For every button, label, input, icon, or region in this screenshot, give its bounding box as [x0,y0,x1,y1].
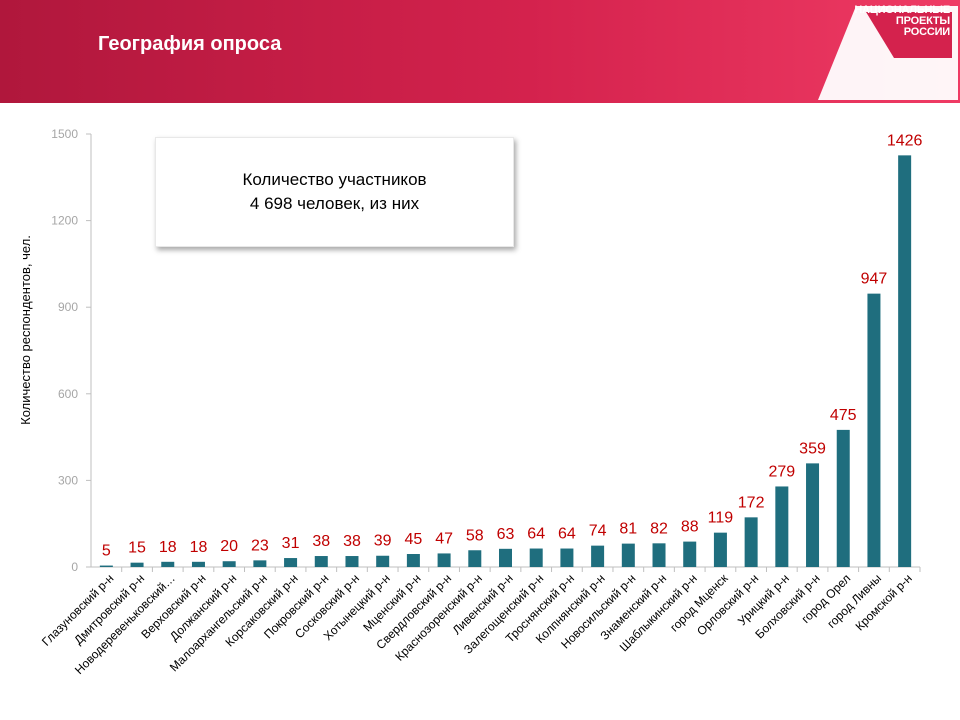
info-line-1: Количество участников [242,170,427,189]
bar [867,293,881,567]
bar [806,463,820,567]
y-axis-title: Количество респондентов, чел. [18,235,33,425]
data-label: 15 [128,540,146,557]
data-label: 5 [102,543,111,560]
logo-line: РОССИИ [903,26,950,38]
data-label: 88 [681,519,699,536]
bar [652,543,666,567]
bar [621,543,635,567]
data-label: 38 [343,533,361,550]
info-line-2: 4 698 человек, из них [249,194,420,213]
data-label: 47 [435,530,453,547]
bar [376,555,390,567]
y-tick-label: 300 [58,473,78,487]
data-label: 74 [589,523,607,540]
bar [314,556,328,567]
data-label: 18 [159,539,177,556]
bar [898,155,912,567]
data-label: 947 [861,271,888,288]
data-label: 20 [220,538,238,555]
data-label: 38 [312,533,330,550]
data-label: 31 [282,535,300,552]
data-label: 39 [374,533,392,550]
data-label: 1426 [887,132,923,149]
data-label: 81 [619,521,637,538]
logo-text: НАЦИОНАЛЬНЫЕ ПРОЕКТЫ РОССИИ [854,5,950,38]
data-label: 64 [558,526,576,543]
bar [130,562,144,567]
bar [222,561,236,567]
bar [713,532,727,567]
data-label: 119 [708,510,734,527]
y-tick-label: 0 [71,560,78,574]
y-tick-label: 1200 [51,214,78,228]
bar [99,565,113,567]
page-title: География опроса [98,33,282,55]
bar [683,541,697,567]
data-label: 64 [527,526,545,543]
bar [529,548,543,567]
bar [468,550,482,567]
logo-line: НАЦИОНАЛЬНЫЕ [854,4,950,16]
y-tick-label: 900 [58,300,78,314]
bar [836,429,850,567]
logo-line: ПРОЕКТЫ [895,15,950,27]
data-label: 58 [466,527,484,544]
data-label: 475 [830,407,857,424]
bar [499,548,512,567]
bar [775,486,789,567]
data-label: 23 [251,537,269,554]
y-tick-label: 600 [58,387,78,401]
participants-info-box: Количество участников 4 698 человек, из … [155,137,514,247]
bar [345,556,359,567]
data-label: 279 [768,463,795,480]
bar [591,545,605,567]
bar-chart: 0 300 600 900 1200 1500 Количество респонденто… [18,127,923,677]
national-projects-logo [818,6,958,100]
bar [437,553,451,567]
header-banner: География опроса НАЦИОНАЛЬНЫЕ ПРОЕКТЫ РО… [0,0,960,103]
data-label: 359 [799,440,826,457]
bar [191,561,205,567]
bar [406,554,420,567]
bar [253,560,267,567]
bar [284,558,298,567]
chart-bars [99,155,912,567]
data-label: 63 [497,526,515,543]
data-label: 45 [404,531,422,548]
data-label: 172 [738,494,765,511]
bar [744,517,758,567]
data-label: 82 [650,520,668,537]
bar [560,548,574,567]
y-tick-label: 1500 [51,127,78,141]
bar [161,561,175,567]
data-label: 18 [190,539,208,556]
